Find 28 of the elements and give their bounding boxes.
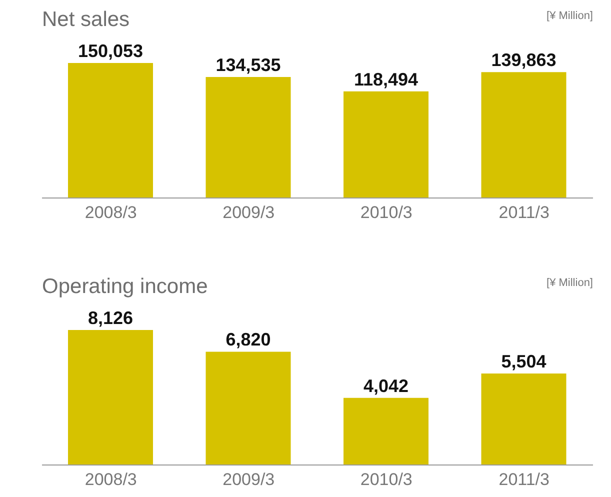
data-label: 4,042	[363, 376, 409, 396]
chart-title: Net sales	[42, 8, 130, 32]
chart-subtitle: [¥ Million]	[546, 10, 593, 22]
chart-title: Operating income	[42, 275, 208, 299]
bar	[68, 330, 153, 465]
x-tick-label: 2011/3	[498, 470, 550, 490]
data-label: 134,535	[216, 54, 281, 75]
data-label: 8,126	[88, 308, 134, 328]
data-label: 139,863	[491, 50, 556, 70]
bar	[481, 374, 566, 465]
x-tick-label: 2010/3	[360, 470, 412, 490]
data-label: 5,504	[501, 352, 546, 372]
bar	[481, 72, 566, 198]
data-label: 118,494	[354, 69, 418, 90]
x-tick-label: 2009/3	[222, 203, 275, 222]
data-label: 150,053	[78, 41, 144, 61]
bar	[206, 76, 291, 198]
x-tick-label: 2010/3	[360, 203, 412, 222]
bar	[206, 352, 291, 465]
x-tick-label: 2011/3	[498, 203, 550, 222]
x-tick-label: 2009/3	[222, 470, 275, 490]
data-label: 6,820	[226, 330, 271, 350]
x-tick-label: 2008/3	[84, 203, 137, 222]
chart-subtitle: [¥ Million]	[546, 277, 593, 289]
bar	[344, 398, 428, 465]
x-tick-label: 2008/3	[84, 470, 137, 490]
bar	[344, 91, 428, 198]
bar	[68, 63, 153, 198]
